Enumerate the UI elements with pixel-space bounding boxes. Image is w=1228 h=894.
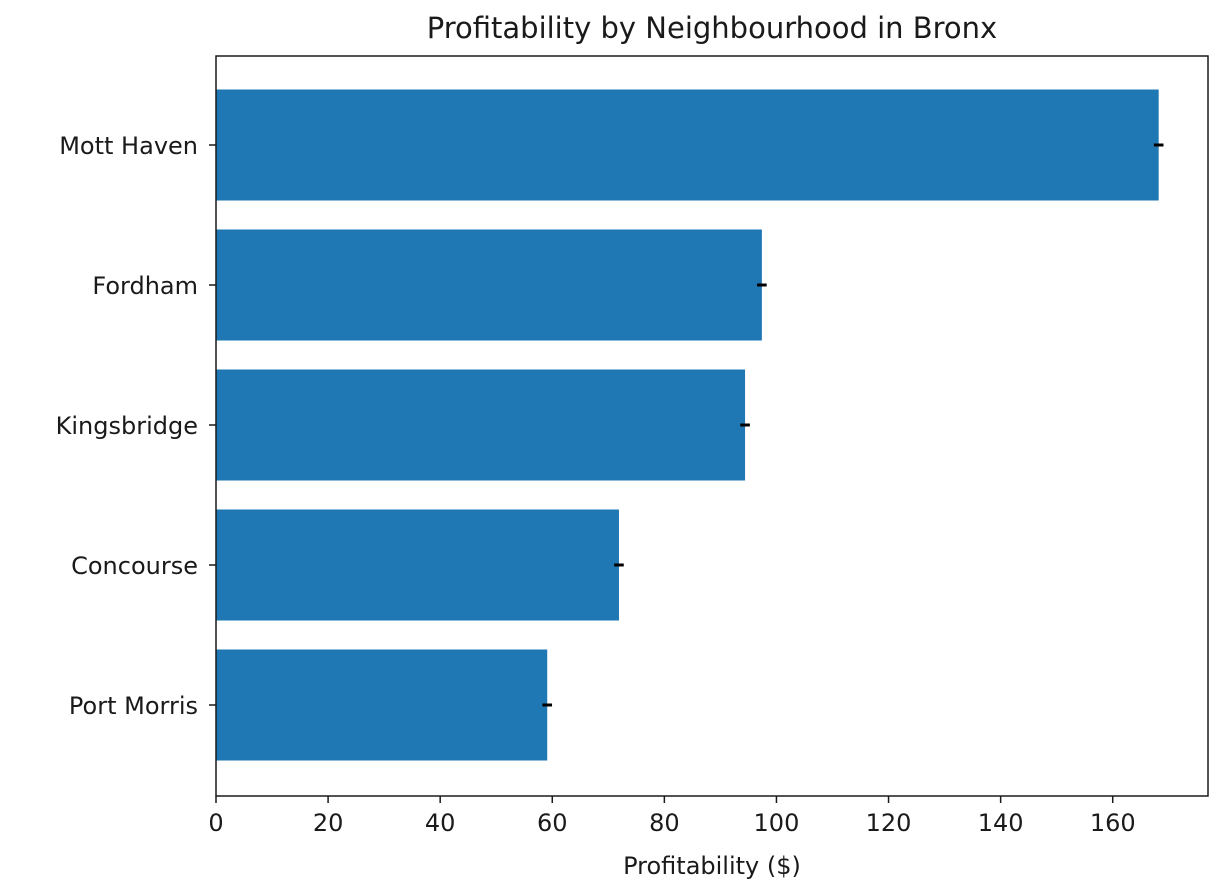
- x-tick-label: 80: [649, 809, 680, 837]
- y-tick-label: Port Morris: [69, 692, 198, 720]
- x-tick-label: 40: [425, 809, 456, 837]
- chart-title: Profitability by Neighbourhood in Bronx: [427, 11, 997, 45]
- y-tick-label: Mott Haven: [59, 132, 198, 160]
- x-tick-label: 140: [978, 809, 1024, 837]
- x-axis: 0 20 40 60 80 100 120 140 160: [208, 796, 1136, 837]
- bar-fordham: [216, 229, 762, 341]
- bar-kingsbridge: [216, 369, 746, 481]
- x-tick-label: 120: [866, 809, 912, 837]
- bar-concourse: [216, 509, 619, 621]
- bar-mott-haven: [216, 89, 1159, 201]
- y-axis: Mott Haven Fordham Kingsbridge Concourse Por…: [56, 132, 216, 720]
- x-axis-label: Profitability ($): [623, 852, 801, 880]
- y-tick-label: Concourse: [71, 552, 198, 580]
- x-tick-label: 60: [537, 809, 568, 837]
- bars-layer: [216, 89, 1159, 761]
- x-tick-label: 0: [208, 809, 223, 837]
- bar-port-morris: [216, 649, 548, 761]
- error-bars-layer: [542, 143, 1164, 707]
- plot-area-frame: [215, 55, 1209, 797]
- y-tick-label: Fordham: [92, 272, 198, 300]
- y-tick-label: Kingsbridge: [56, 412, 198, 440]
- x-tick-label: 100: [754, 809, 800, 837]
- x-tick-label: 20: [313, 809, 344, 837]
- x-tick-label: 160: [1090, 809, 1136, 837]
